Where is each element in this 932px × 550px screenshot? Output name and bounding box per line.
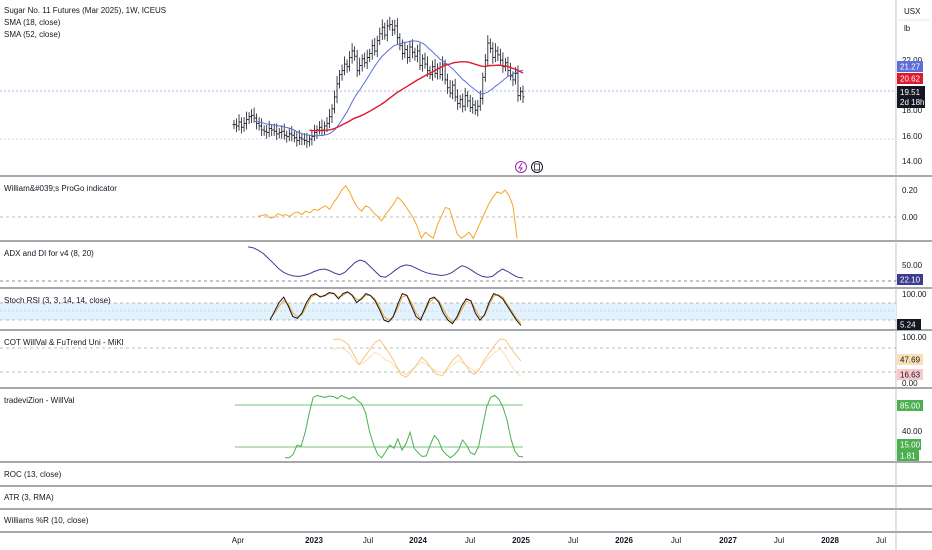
- progo-tick-000: 0.00: [902, 213, 918, 222]
- willval-tag-lower-text: 15.00: [900, 441, 921, 450]
- time-axis-tick: Apr: [232, 536, 245, 545]
- candlestick-series: [232, 16, 525, 148]
- price-tick-16: 16.00: [902, 132, 923, 141]
- sma18-tag-text: 21.27: [900, 63, 921, 72]
- price-tick-18: 18.00: [902, 106, 923, 115]
- time-axis-tick: 2027: [719, 536, 737, 545]
- stoch-title: Stoch RSI (3, 3, 14, 14, close): [4, 296, 111, 305]
- cot-tag-2: [897, 369, 923, 380]
- time-axis-tick: 2025: [512, 536, 530, 545]
- price-pane[interactable]: 22.00 18.00 16.00 14.00 21.27 20.62 19.5…: [0, 16, 925, 173]
- earnings-event-icon[interactable]: [531, 161, 543, 173]
- williams-r-title[interactable]: Williams %R (10, close): [4, 516, 89, 525]
- cot-tag-1: [897, 354, 923, 365]
- progo-line: [257, 184, 518, 240]
- willval-line: [285, 394, 524, 459]
- willval-tag-last-text: 1.81: [900, 452, 916, 461]
- adx-pane[interactable]: ADX and DI for v4 (8, 20) 50.00 22.10: [0, 246, 923, 285]
- progo-pane[interactable]: William&#039;s ProGo indicator 0.20 0.00: [0, 184, 918, 240]
- cot-tag-1-text: 47.69: [900, 356, 921, 365]
- time-axis-tick: Jul: [774, 536, 784, 545]
- cot-line-secondary: [332, 346, 522, 377]
- willval-tag-last: [897, 450, 919, 461]
- cot-line-primary: [332, 338, 522, 378]
- atr-title[interactable]: ATR (3, RMA): [4, 493, 54, 502]
- stoch-rsi-pane[interactable]: Stoch RSI (3, 3, 14, 14, close) 100.00 5…: [0, 290, 927, 330]
- study-label-sma18: SMA (18, close): [4, 18, 61, 27]
- cot-tick-0: 0.00: [902, 379, 918, 388]
- willval-title: tradeviZion - WillVal: [4, 396, 75, 405]
- time-axis[interactable]: Apr 2023 Jul 2024 Jul 2025 Jul 2026 Jul 2027 Jul 20…: [232, 536, 887, 545]
- study-label-sma52: SMA (52, close): [4, 30, 61, 39]
- willval-pane[interactable]: tradeviZion - WillVal 85.00 40.00 15.00 …: [4, 394, 923, 461]
- progo-title: William&#039;s ProGo indicator: [4, 184, 117, 193]
- sma18-tag: [897, 61, 923, 72]
- currency-label[interactable]: USX: [904, 7, 921, 16]
- sma52-tag-text: 20.62: [900, 75, 921, 84]
- stoch-tag: [897, 319, 921, 330]
- time-axis-tick: 2024: [409, 536, 427, 545]
- current-price-tag: [897, 86, 925, 108]
- cot-tick-100: 100.00: [902, 333, 927, 342]
- time-axis-tick: Jul: [465, 536, 475, 545]
- cot-tag-2-text: 16.63: [900, 371, 921, 380]
- time-axis-tick: Jul: [363, 536, 373, 545]
- stoch-tag-text: 5.24: [900, 321, 916, 330]
- willval-tick-40: 40.00: [902, 427, 923, 436]
- stoch-k-line: [269, 291, 522, 326]
- cot-title: COT WillVal & FuTrend Uni - MiKl: [4, 338, 124, 347]
- price-tick-22: 22.00: [902, 56, 923, 65]
- pane-separators: [0, 175, 932, 533]
- sma18-line: [254, 40, 524, 137]
- progo-tick-020: 0.20: [902, 186, 918, 195]
- current-price-tag-text: 19.51: [900, 88, 921, 97]
- adx-tag: [897, 274, 923, 285]
- chart-title: Sugar No. 11 Futures (Mar 2025), 1W, ICE…: [4, 6, 166, 15]
- unit-label[interactable]: lb: [904, 24, 911, 33]
- bar-countdown-text: 2d 18h: [900, 98, 924, 107]
- adx-line: [247, 246, 524, 279]
- adx-tick-50: 50.00: [902, 261, 923, 270]
- time-axis-tick: 2023: [305, 536, 323, 545]
- time-axis-tick: Jul: [876, 536, 886, 545]
- adx-tag-text: 22.10: [900, 276, 921, 285]
- dividend-event-icon[interactable]: [515, 161, 527, 173]
- stoch-d-line: [269, 291, 522, 324]
- sma52-tag: [897, 73, 923, 84]
- stoch-band-fill: [0, 303, 896, 320]
- cot-pane[interactable]: COT WillVal & FuTrend Uni - MiKl 100.00 …: [0, 333, 927, 388]
- adx-title: ADX and DI for v4 (8, 20): [4, 249, 94, 258]
- roc-title[interactable]: ROC (13, close): [4, 470, 62, 479]
- time-axis-tick: Jul: [671, 536, 681, 545]
- time-axis-tick: Jul: [568, 536, 578, 545]
- time-axis-tick: 2026: [615, 536, 633, 545]
- willval-tag-upper-text: 85.00: [900, 402, 921, 411]
- stoch-tick-100: 100.00: [902, 290, 927, 299]
- willval-tag-lower: [897, 439, 921, 450]
- time-axis-tick: 2028: [821, 536, 839, 545]
- price-tick-14: 14.00: [902, 157, 923, 166]
- willval-tag-upper: [897, 400, 923, 411]
- sma52-line: [309, 61, 524, 132]
